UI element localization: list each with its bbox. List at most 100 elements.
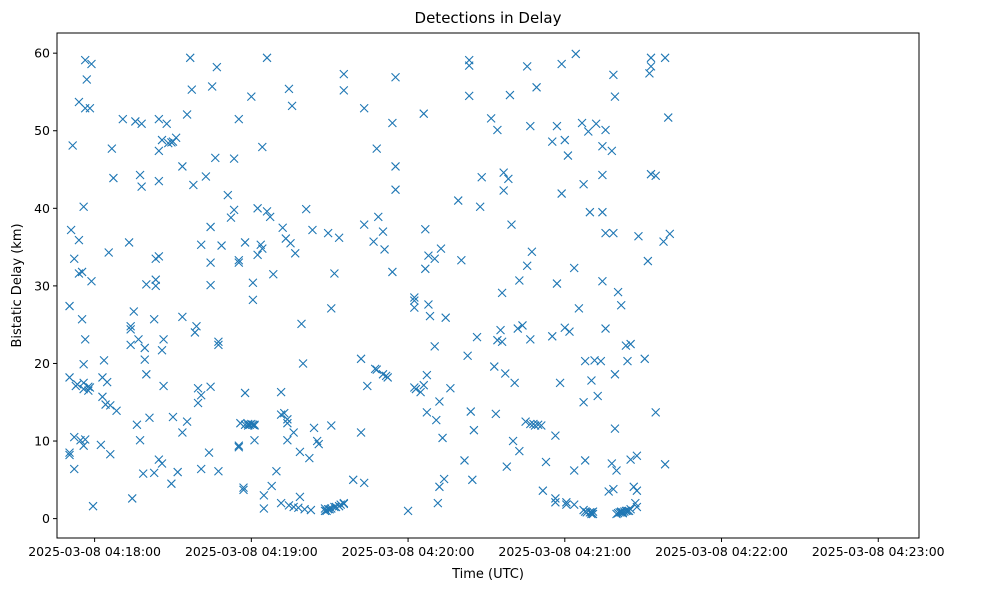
data-point-marker: [598, 141, 607, 151]
data-point-marker: [151, 275, 161, 285]
data-point-marker: [359, 478, 369, 488]
data-point-marker: [323, 228, 333, 238]
data-point-marker: [314, 439, 324, 449]
data-point-marker: [246, 92, 256, 101]
data-point-marker: [551, 494, 560, 503]
data-point-marker: [486, 113, 496, 123]
data-point-marker: [580, 456, 590, 465]
data-point-marker: [464, 61, 474, 70]
data-point-marker: [372, 365, 382, 375]
data-point-marker: [499, 168, 509, 178]
data-point-marker: [591, 119, 601, 129]
data-point-marker: [182, 417, 192, 427]
plot-area: [57, 33, 919, 538]
data-point-marker: [472, 332, 482, 342]
data-point-marker: [262, 207, 272, 216]
data-point-marker: [632, 451, 642, 461]
plot-frame: [56, 32, 920, 539]
data-point-marker: [154, 252, 164, 261]
data-point-marker: [141, 369, 151, 379]
data-point-marker: [265, 212, 275, 222]
data-point-marker: [533, 420, 543, 430]
data-point-marker: [500, 369, 510, 378]
data-point-marker: [177, 428, 187, 437]
data-point-marker: [497, 337, 507, 347]
data-point-marker: [424, 251, 433, 261]
data-point-marker: [532, 82, 541, 92]
data-point-marker: [507, 220, 516, 229]
data-point-marker: [356, 354, 366, 364]
data-point-marker: [105, 400, 115, 410]
data-point-marker: [496, 325, 505, 335]
data-point-marker: [188, 180, 198, 190]
data-point-marker: [132, 420, 142, 430]
data-point-marker: [287, 101, 297, 111]
x-tick-label: 2025-03-08 04:18:00: [28, 544, 161, 559]
data-point-marker: [469, 425, 479, 435]
data-point-marker: [565, 327, 574, 337]
data-point-marker: [339, 86, 349, 95]
data-point-marker: [272, 466, 281, 476]
data-point-marker: [253, 250, 262, 260]
data-point-marker: [560, 323, 570, 333]
data-point-marker: [491, 409, 501, 419]
data-point-marker: [167, 479, 176, 489]
data-point-marker: [505, 90, 515, 100]
data-point-marker: [607, 459, 617, 468]
data-point-marker: [551, 431, 560, 440]
data-point-marker: [87, 59, 96, 69]
data-point-marker: [453, 196, 463, 205]
data-point-marker: [665, 229, 675, 239]
data-point-marker: [460, 456, 469, 465]
data-point-marker: [409, 296, 419, 306]
data-point-marker: [538, 486, 548, 496]
data-point-marker: [391, 72, 400, 82]
data-point-marker: [207, 82, 217, 91]
data-point-marker: [527, 247, 537, 257]
data-point-marker: [253, 203, 262, 213]
data-point-marker: [433, 498, 443, 508]
data-point-marker: [424, 300, 433, 309]
data-point-marker: [149, 314, 159, 324]
data-point-marker: [378, 227, 388, 236]
data-point-marker: [616, 300, 626, 310]
data-point-marker: [289, 428, 299, 437]
data-point-marker: [372, 144, 382, 153]
y-tick-label: 30: [34, 278, 50, 293]
data-point-marker: [604, 487, 614, 496]
data-point-marker: [229, 154, 239, 164]
data-point-marker: [493, 125, 502, 135]
data-point-marker: [645, 68, 654, 78]
data-point-marker: [541, 457, 551, 467]
data-point-marker: [438, 433, 447, 443]
data-point-marker: [79, 378, 89, 388]
data-point-marker: [466, 407, 476, 416]
data-point-marker: [610, 92, 620, 101]
data-point-marker: [145, 413, 154, 423]
data-point-marker: [430, 254, 440, 264]
y-tick-label: 40: [34, 201, 50, 216]
data-point-marker: [298, 359, 308, 368]
data-point-marker: [187, 85, 197, 95]
data-point-marker: [348, 475, 358, 485]
data-point-marker: [137, 119, 147, 129]
data-point-marker: [77, 267, 87, 277]
data-point-marker: [557, 59, 567, 69]
data-point-marker: [326, 421, 336, 430]
data-point-marker: [163, 138, 173, 148]
data-point-marker: [663, 113, 673, 122]
x-tick-label: 2025-03-08 04:22:00: [655, 544, 788, 559]
data-point-marker: [157, 345, 167, 355]
data-point-marker: [577, 118, 587, 128]
data-point-marker: [634, 231, 643, 241]
data-point-marker: [248, 420, 258, 430]
data-point-marker: [623, 356, 632, 366]
data-point-marker: [284, 501, 294, 510]
data-point-marker: [409, 303, 419, 312]
data-point-marker: [102, 377, 112, 387]
data-point-marker: [182, 110, 192, 119]
data-point-marker: [339, 69, 349, 79]
data-point-marker: [373, 212, 383, 222]
data-point-marker: [154, 114, 164, 124]
data-point-marker: [267, 481, 277, 491]
